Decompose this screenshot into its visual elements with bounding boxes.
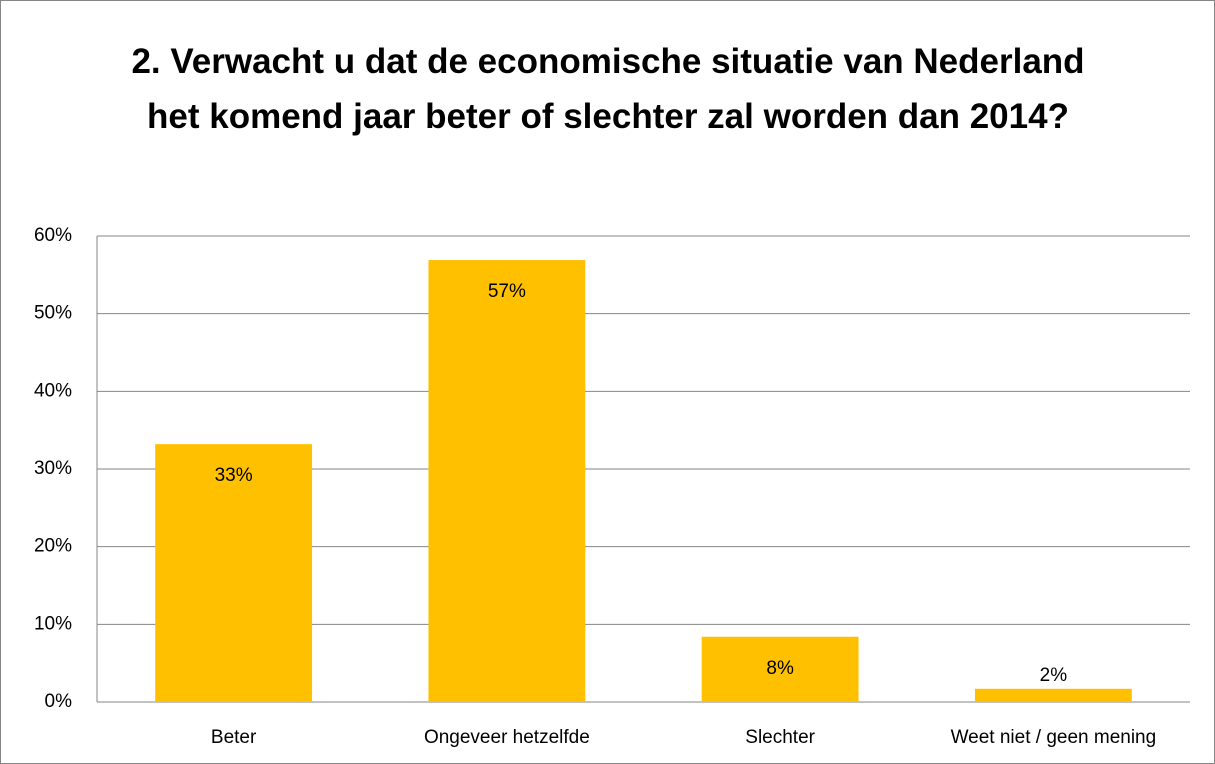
- data-label: 57%: [488, 281, 526, 302]
- chart-title: 2. Verwacht u dat de economische situati…: [131, 42, 1085, 136]
- bar: [974, 688, 1132, 702]
- data-label: 8%: [766, 658, 794, 679]
- x-tick-label: Slechter: [745, 727, 815, 748]
- bar: [428, 260, 586, 702]
- y-tick-label: 50%: [34, 303, 72, 324]
- x-tick-label: Weet niet / geen mening: [951, 727, 1157, 748]
- y-tick-label: 0%: [45, 691, 73, 712]
- y-tick-label: 10%: [34, 613, 72, 634]
- bar: [701, 636, 859, 702]
- data-label: 2%: [1040, 665, 1068, 686]
- data-label: 33%: [215, 465, 253, 486]
- bar: [155, 444, 313, 702]
- y-tick-label: 60%: [34, 225, 72, 246]
- x-tick-label: Beter: [211, 727, 257, 748]
- y-tick-label: 30%: [34, 458, 72, 479]
- x-tick-label: Ongeveer hetzelfde: [424, 727, 590, 748]
- y-tick-label: 40%: [34, 380, 72, 401]
- y-tick-label: 20%: [34, 536, 72, 557]
